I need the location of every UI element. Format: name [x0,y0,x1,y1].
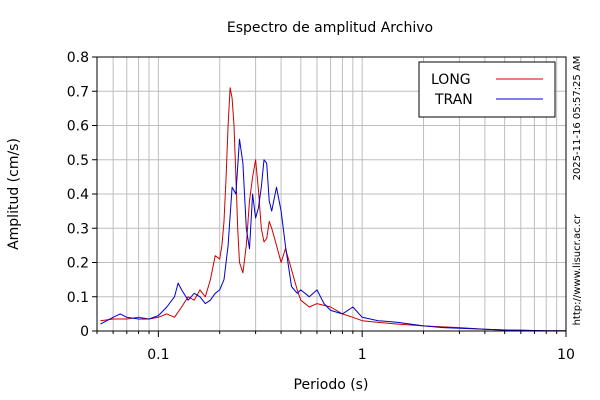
grid [96,56,567,332]
y-tick-label: 0.4 [67,187,89,203]
y-tick-label: 0.1 [67,290,89,306]
y-axis-label: Amplitud (cm/s) [6,138,22,250]
y-tick-label: 0.3 [67,221,89,237]
x-axis-label: Periodo (s) [294,377,369,393]
timestamp-label: 2025-11-16 05:57:25 AM [572,56,583,181]
y-tick-label: 0.6 [67,119,89,135]
x-tick-label: 1 [358,347,367,363]
y-tick-label: 0.5 [67,153,89,169]
axis-ticks: 0 0.1 0.2 0.3 0.4 0.5 0.6 0.7 0.8 0.1 1 10 [67,50,575,363]
y-tick-label: 0.8 [67,50,89,66]
y-tick-label: 0.7 [67,84,89,100]
url-label: http://www.lisucr.ac.cr [572,214,583,326]
legend-label-tran: TRAN [434,92,473,108]
chart-title: Espectro de amplitud Archivo [227,20,433,36]
series-lines [100,87,566,332]
legend-box [418,61,556,118]
y-tick-label: 0 [80,324,89,340]
y-tick-label: 0.2 [67,256,89,272]
legend-label-long: LONG [431,72,471,88]
legend: LONG TRAN [418,61,556,118]
x-tick-label: 0.1 [147,347,169,363]
series-line-tran [100,138,566,332]
x-tick-label: 10 [557,347,575,363]
series-line-long [100,87,566,332]
